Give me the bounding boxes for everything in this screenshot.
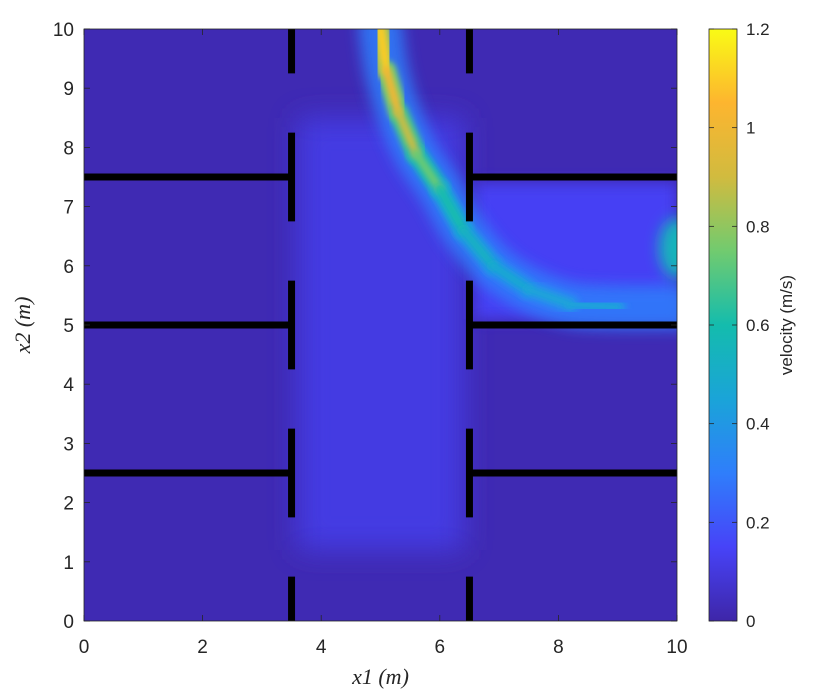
x-axis: 0 2 4 6 8 10 bbox=[79, 29, 688, 658]
jet-core-segment bbox=[524, 284, 575, 309]
y-tick-label: 9 bbox=[63, 79, 74, 100]
colorbar-ticks: 0 0.2 0.4 0.6 0.8 1 1.2 bbox=[709, 20, 770, 631]
y-axis-label-symbol: x2 (m) bbox=[10, 297, 35, 355]
y-tick-label: 5 bbox=[63, 316, 74, 337]
colorbar: 0 0.2 0.4 0.6 0.8 1 1.2 velocity (m/s) bbox=[708, 20, 796, 631]
x-axis-label-symbol: x1 (m) bbox=[351, 664, 409, 689]
jet-core-segment bbox=[381, 65, 403, 117]
y-axis: 0 1 2 3 4 5 6 7 8 9 10 bbox=[53, 20, 677, 633]
x-tick-label: 8 bbox=[553, 637, 564, 658]
colorbar-tick-label: 0 bbox=[746, 612, 755, 631]
colorbar-tick-label: 0.2 bbox=[746, 513, 770, 532]
x-tick-label: 0 bbox=[79, 637, 90, 658]
colorbar-tick-label: 0.6 bbox=[746, 316, 770, 335]
x-tick-label: 4 bbox=[316, 637, 327, 658]
jet-core-segment bbox=[435, 184, 469, 235]
x-tick-label: 6 bbox=[435, 637, 446, 658]
colorbar-tick-label: 1.2 bbox=[746, 20, 770, 39]
jet-core-segment bbox=[459, 225, 498, 271]
x-tick-label: 2 bbox=[197, 637, 208, 658]
jet-core-segment bbox=[393, 107, 421, 158]
jet-core-segment bbox=[376, 29, 391, 75]
y-tick-label: 2 bbox=[63, 494, 74, 515]
y-tick-label: 3 bbox=[63, 434, 74, 455]
velocity-field bbox=[297, 29, 677, 550]
colorbar-tick-label: 0.8 bbox=[746, 217, 770, 236]
jet-core-segment bbox=[411, 148, 445, 194]
y-axis-label: x2 (m) bbox=[10, 297, 35, 355]
y-tick-label: 7 bbox=[63, 198, 74, 219]
colorbar-label: velocity (m/s) bbox=[777, 275, 796, 375]
y-tick-label: 4 bbox=[63, 375, 74, 396]
jet-core-segment bbox=[565, 299, 623, 312]
walls bbox=[84, 29, 677, 621]
y-tick-label: 0 bbox=[63, 612, 74, 633]
plot-area bbox=[84, 29, 677, 621]
colorbar-tick-label: 0.4 bbox=[746, 415, 770, 434]
y-tick-label: 8 bbox=[63, 138, 74, 159]
y-tick-label: 10 bbox=[53, 20, 74, 41]
y-tick-label: 6 bbox=[63, 257, 74, 278]
x-axis-label: x1 (m) bbox=[351, 664, 409, 689]
y-tick-label: 1 bbox=[63, 553, 74, 574]
inlet-glow bbox=[659, 218, 677, 279]
colorbar-tick-label: 1 bbox=[746, 119, 755, 138]
jet-core-segment bbox=[488, 261, 534, 294]
x-tick-label: 10 bbox=[666, 637, 687, 658]
